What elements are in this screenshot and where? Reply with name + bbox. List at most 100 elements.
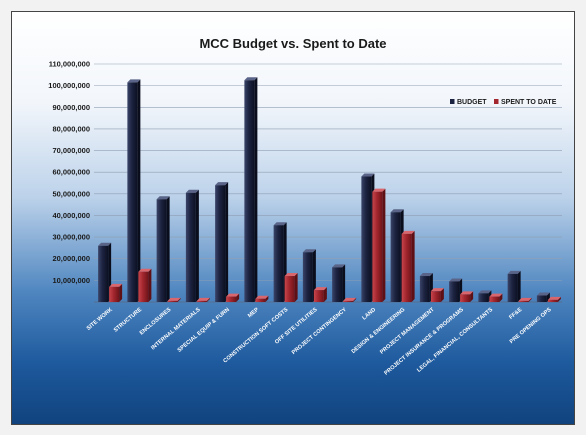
spent-bar-internal-materials-side — [206, 297, 210, 302]
budget-bar-special-equip-furn-front — [215, 185, 226, 302]
budget-bar-land-front — [361, 176, 372, 302]
budget-bar-project-insurance-programs-top — [449, 278, 463, 282]
y-tick-label: 40,000,000 — [52, 211, 90, 220]
spent-bar-ff-e — [518, 297, 532, 302]
spent-bar-pre-opening-ops — [547, 296, 561, 302]
spent-bar-off-site-utilities-top — [313, 287, 327, 291]
budget-bar-project-contingency-front — [332, 267, 343, 302]
spent-bar-site-work-front — [109, 286, 120, 302]
budget-bar-special-equip-furn-top — [215, 182, 229, 186]
spent-bar-design-engineering-top — [401, 230, 415, 234]
spent-bar-project-management — [430, 288, 444, 302]
spent-bar-internal-materials-top — [196, 297, 210, 301]
spent-bar-enclosures-front — [167, 300, 178, 302]
budget-bar-special-equip-furn — [215, 182, 229, 302]
spent-bar-site-work-side — [119, 283, 123, 302]
budget-bar-structure-front — [127, 82, 138, 303]
spent-bar-project-management-side — [440, 288, 444, 302]
y-tick-label: 70,000,000 — [52, 146, 90, 155]
budget-bar-project-management-top — [419, 273, 433, 277]
budget-bar-design-engineering-top — [390, 209, 404, 213]
spent-bar-ff-e-side — [528, 297, 532, 302]
spent-bar-off-site-utilities-side — [323, 287, 327, 302]
budget-bar-pre-opening-ops-top — [536, 292, 550, 296]
budget-bar-enclosures — [156, 196, 170, 302]
spent-bar-internal-materials-front — [196, 300, 207, 302]
budget-bar-enclosures-top — [156, 196, 170, 200]
budget-bar-project-management-front — [419, 276, 430, 302]
spent-bar-design-engineering — [401, 230, 415, 302]
spent-bar-legal-financial-consultants-side — [499, 293, 503, 302]
y-tick-label: 50,000,000 — [52, 189, 90, 198]
budget-bar-project-contingency-side — [342, 264, 346, 302]
budget-bar-internal-materials-side — [195, 189, 199, 302]
spent-bar-project-contingency — [343, 297, 357, 302]
spent-bar-mep-front — [255, 298, 266, 302]
spent-bar-off-site-utilities-front — [313, 290, 324, 302]
budget-bar-off-site-utilities-side — [312, 249, 316, 302]
spent-bar-internal-materials — [196, 297, 210, 302]
y-tick-label: 90,000,000 — [52, 103, 90, 112]
budget-bar-project-insurance-programs — [449, 278, 463, 302]
y-tick-label: 60,000,000 — [52, 168, 90, 177]
spent-bar-construction-soft-costs-top — [284, 273, 298, 277]
spent-bar-land-front — [372, 191, 383, 302]
spent-bar-land-side — [382, 188, 386, 302]
spent-bar-structure-front — [138, 271, 149, 302]
budget-bar-structure — [127, 79, 141, 303]
bars — [98, 77, 561, 303]
budget-bar-construction-soft-costs-top — [273, 222, 287, 226]
budget-bar-mep-top — [244, 77, 258, 81]
spent-bar-special-equip-furn-side — [236, 293, 240, 302]
y-tick-label: 80,000,000 — [52, 124, 90, 133]
chart-frame: MCC Budget vs. Spent to Date 10,000,000 2… — [11, 11, 575, 425]
y-tick-label: 110,000,000 — [49, 60, 90, 69]
y-tick-label: 30,000,000 — [52, 233, 90, 242]
spent-bar-enclosures — [167, 297, 181, 302]
budget-bar-construction-soft-costs-front — [273, 225, 284, 302]
spent-bar-mep-top — [255, 295, 269, 299]
chart-background — [12, 12, 574, 424]
spent-bar-mep — [255, 295, 269, 302]
spent-bar-enclosures-top — [167, 297, 181, 301]
budget-bar-internal-materials-front — [185, 192, 196, 302]
budget-bar-legal-financial-consultants-front — [478, 293, 489, 302]
spent-bar-design-engineering-front — [401, 233, 412, 302]
chart-title: MCC Budget vs. Spent to Date — [199, 36, 386, 51]
budget-bar-off-site-utilities — [302, 249, 316, 302]
budget-bar-internal-materials — [185, 189, 199, 302]
spent-bar-site-work-top — [109, 283, 123, 287]
spent-bar-project-insurance-programs-top — [460, 291, 474, 295]
budget-bar-mep — [244, 77, 258, 303]
spent-bar-special-equip-furn-top — [226, 293, 240, 297]
spent-bar-legal-financial-consultants-top — [489, 293, 503, 297]
budget-bar-ff-e-front — [507, 273, 518, 302]
budget-bar-enclosures-front — [156, 199, 167, 302]
y-tick-label: 100,000,000 — [48, 81, 90, 90]
budget-bar-design-engineering-front — [390, 212, 401, 302]
budget-bar-off-site-utilities-top — [302, 249, 316, 253]
budget-bar-ff-e-side — [517, 270, 521, 302]
budget-bar-project-insurance-programs-front — [449, 281, 460, 302]
spent-bar-land — [372, 188, 386, 302]
legend-label-spent: SPENT TO DATE — [501, 99, 557, 106]
spent-bar-mep-side — [265, 295, 269, 302]
budget-bar-ff-e-top — [507, 270, 521, 274]
spent-bar-structure-side — [148, 268, 152, 302]
budget-bar-internal-materials-top — [185, 189, 199, 193]
legend: BUDGET SPENT TO DATE — [450, 99, 557, 106]
spent-bar-project-management-top — [430, 288, 444, 292]
spent-bar-construction-soft-costs-side — [294, 273, 298, 302]
spent-bar-project-contingency-top — [343, 297, 357, 301]
spent-bar-design-engineering-side — [411, 230, 415, 302]
spent-bar-special-equip-furn — [226, 293, 240, 302]
budget-bar-structure-top — [127, 79, 141, 83]
budget-bar-project-contingency — [332, 264, 346, 302]
spent-bar-land-top — [372, 188, 386, 192]
budget-bar-off-site-utilities-front — [302, 252, 313, 302]
spent-bar-structure — [138, 268, 152, 302]
spent-bar-project-management-front — [430, 291, 441, 302]
budget-bar-ff-e — [507, 270, 521, 302]
spent-bar-construction-soft-costs-front — [284, 276, 295, 302]
budget-bar-pre-opening-ops-front — [536, 295, 547, 302]
